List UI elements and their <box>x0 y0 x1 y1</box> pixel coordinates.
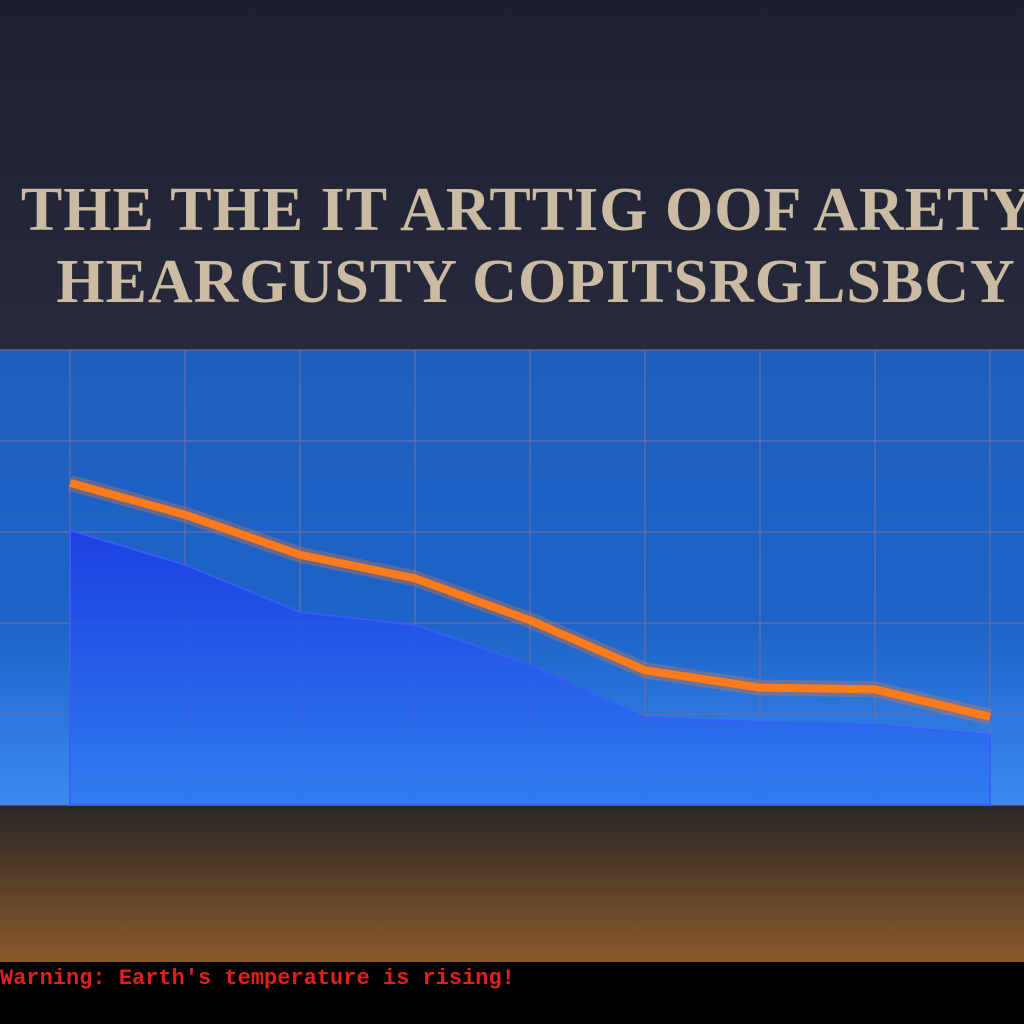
chart-title: THE THE IT ARTTIG OOF ARETY <box>21 176 1024 244</box>
floor-background <box>0 805 1024 962</box>
chart-subtitle: HEARGUSTY COPITSRGLSBCY <box>56 248 1016 316</box>
header-background <box>0 0 1024 350</box>
warning-bar <box>0 962 1024 1024</box>
warning-text: Warning: Earth's temperature is rising! <box>0 966 515 991</box>
line <box>68 479 991 721</box>
plot <box>0 349 1024 806</box>
area <box>69 528 991 806</box>
